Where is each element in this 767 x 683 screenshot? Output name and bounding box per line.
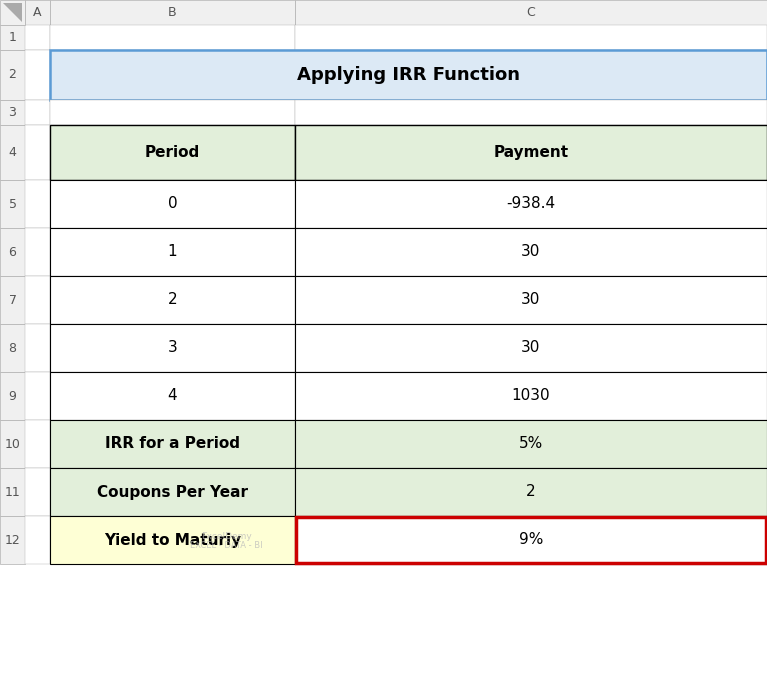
Bar xyxy=(295,468,767,516)
Text: 2: 2 xyxy=(168,292,177,307)
Bar xyxy=(50,468,295,516)
Text: 10: 10 xyxy=(5,438,21,451)
Bar xyxy=(25,468,50,516)
Text: 2: 2 xyxy=(526,484,536,499)
Bar xyxy=(0,125,25,180)
Bar xyxy=(25,125,50,180)
Text: 3: 3 xyxy=(168,341,177,355)
Text: A: A xyxy=(33,6,41,19)
Text: IRR for a Period: IRR for a Period xyxy=(105,436,240,451)
Bar xyxy=(295,420,767,468)
Bar xyxy=(0,468,25,516)
Bar xyxy=(0,0,25,25)
Bar xyxy=(0,276,25,324)
Text: 9%: 9% xyxy=(518,533,543,548)
Bar xyxy=(25,516,50,564)
Bar xyxy=(0,324,25,372)
Text: 8: 8 xyxy=(8,342,17,354)
Bar xyxy=(50,180,295,228)
Bar xyxy=(50,0,295,25)
Bar xyxy=(295,372,767,420)
Bar xyxy=(25,276,50,324)
Bar xyxy=(50,100,295,125)
Text: 1: 1 xyxy=(168,245,177,260)
Polygon shape xyxy=(3,3,22,22)
Text: ExcelDemy: ExcelDemy xyxy=(201,531,252,541)
Text: 1030: 1030 xyxy=(512,389,550,404)
Bar xyxy=(0,50,25,100)
Text: Yield to Maturiy: Yield to Maturiy xyxy=(104,533,241,548)
Bar xyxy=(0,25,25,50)
Bar xyxy=(50,228,295,276)
Bar xyxy=(50,25,295,50)
Text: -938.4: -938.4 xyxy=(506,197,555,212)
Bar xyxy=(25,100,50,125)
Bar xyxy=(295,100,767,125)
Text: 3: 3 xyxy=(8,106,16,119)
Text: 5%: 5% xyxy=(518,436,543,451)
Bar xyxy=(25,324,50,372)
Bar xyxy=(0,420,25,468)
Bar xyxy=(295,0,767,25)
Text: 5: 5 xyxy=(8,197,17,210)
Bar xyxy=(50,420,295,468)
Bar xyxy=(295,324,767,372)
Bar xyxy=(295,228,767,276)
Text: 6: 6 xyxy=(8,245,16,258)
Bar xyxy=(295,125,767,180)
Bar xyxy=(0,180,25,228)
Text: Payment: Payment xyxy=(493,145,568,160)
Bar xyxy=(0,228,25,276)
Bar xyxy=(50,324,295,372)
Bar xyxy=(50,276,295,324)
Bar xyxy=(25,25,50,50)
Bar xyxy=(296,517,766,563)
Bar xyxy=(25,180,50,228)
Bar xyxy=(25,420,50,468)
Bar xyxy=(295,516,767,564)
Bar xyxy=(25,372,50,420)
Bar xyxy=(50,372,295,420)
Bar xyxy=(295,180,767,228)
Bar xyxy=(50,125,295,180)
Text: Period: Period xyxy=(145,145,200,160)
Bar xyxy=(25,0,50,25)
Bar xyxy=(295,276,767,324)
Bar xyxy=(0,372,25,420)
Text: 12: 12 xyxy=(5,533,21,546)
Bar xyxy=(0,516,25,564)
Text: C: C xyxy=(527,6,535,19)
Text: Coupons Per Year: Coupons Per Year xyxy=(97,484,248,499)
Text: 9: 9 xyxy=(8,389,16,402)
Text: 30: 30 xyxy=(522,245,541,260)
Bar xyxy=(50,50,767,100)
Bar xyxy=(25,50,50,100)
Bar xyxy=(295,25,767,50)
Text: B: B xyxy=(168,6,177,19)
Text: 1: 1 xyxy=(8,31,16,44)
Bar xyxy=(25,228,50,276)
Text: Applying IRR Function: Applying IRR Function xyxy=(297,66,520,84)
Bar xyxy=(0,100,25,125)
Text: 30: 30 xyxy=(522,341,541,355)
Text: 2: 2 xyxy=(8,68,16,81)
Text: 30: 30 xyxy=(522,292,541,307)
Text: 11: 11 xyxy=(5,486,21,499)
Text: 0: 0 xyxy=(168,197,177,212)
Text: 7: 7 xyxy=(8,294,17,307)
Text: EXCEL - DATA - BI: EXCEL - DATA - BI xyxy=(190,541,263,550)
Text: 4: 4 xyxy=(8,146,16,159)
Bar xyxy=(50,516,295,564)
Text: 4: 4 xyxy=(168,389,177,404)
